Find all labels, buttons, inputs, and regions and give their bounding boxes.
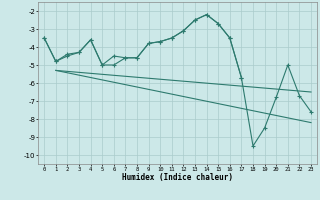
X-axis label: Humidex (Indice chaleur): Humidex (Indice chaleur) <box>122 173 233 182</box>
